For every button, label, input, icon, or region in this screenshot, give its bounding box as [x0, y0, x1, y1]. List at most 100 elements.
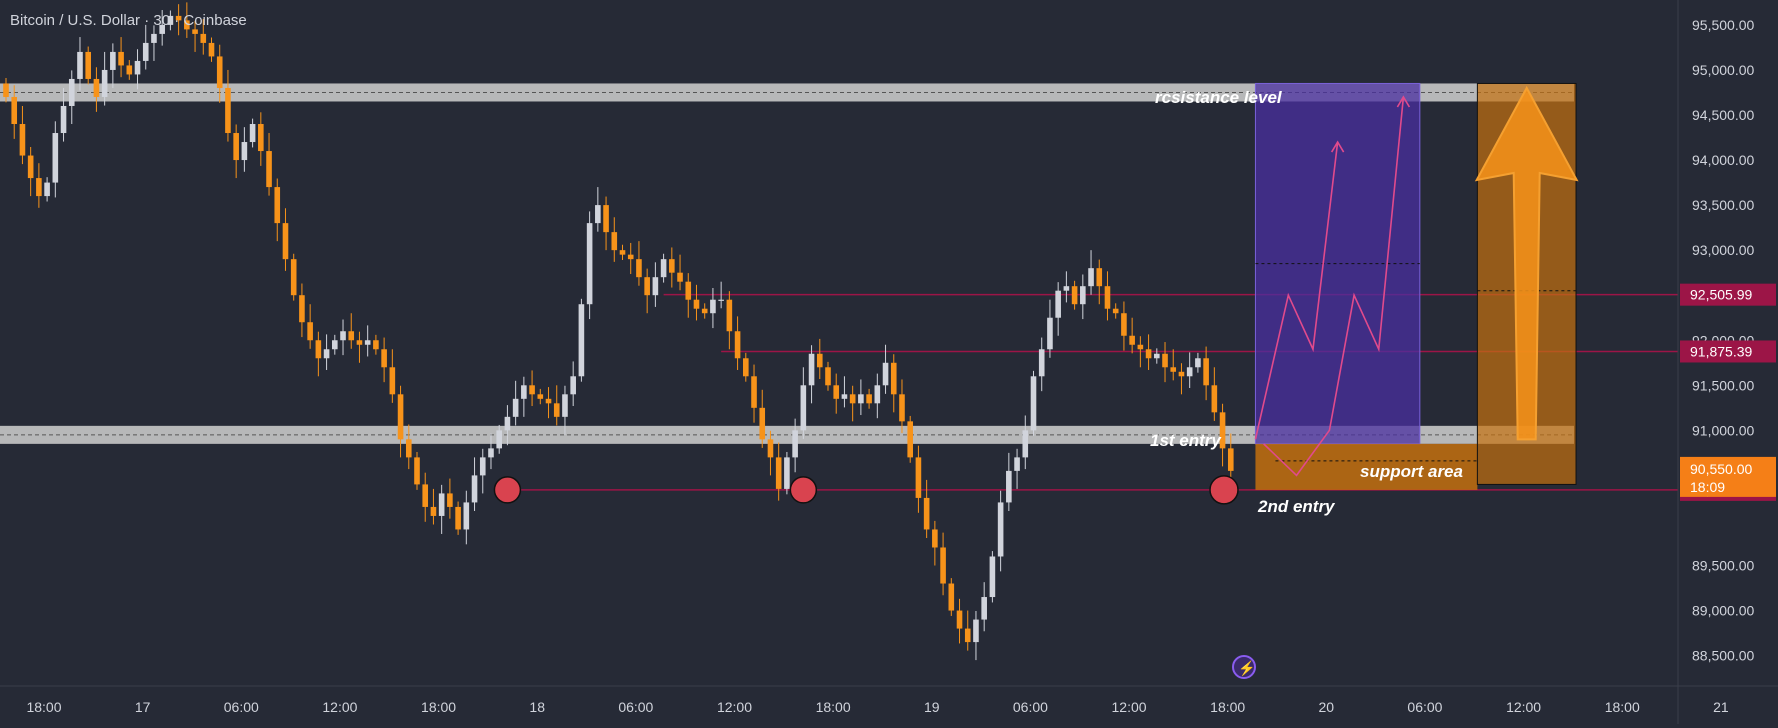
y-tick-label: 93,000.00	[1692, 242, 1754, 258]
x-tick-label: 18:00	[421, 699, 456, 715]
zigzag-path-2	[1263, 96, 1405, 477]
candle-body	[340, 331, 346, 341]
candle-body	[759, 407, 766, 440]
zigzag-arrowhead-2	[1396, 95, 1411, 108]
x-tick-label: 06:00	[1407, 699, 1442, 715]
candle-body	[282, 223, 289, 260]
candle-body	[808, 353, 815, 386]
candle-body	[1154, 353, 1160, 359]
price-tag-label: 92,505.99	[1690, 287, 1752, 303]
candle-body	[1055, 290, 1061, 318]
candle-body	[652, 277, 659, 296]
candle-body	[438, 493, 445, 516]
candle-body	[669, 259, 675, 273]
candle-body	[151, 33, 157, 43]
candle-body	[512, 398, 519, 417]
candle-body	[200, 33, 207, 43]
candle-body	[997, 502, 1004, 557]
candle-body	[734, 331, 741, 359]
candle-body	[332, 340, 338, 350]
support-area-label: support area	[1360, 462, 1463, 481]
candle-body	[1038, 349, 1045, 377]
current-price-tag	[1680, 456, 1776, 497]
x-tick-label: 19	[924, 699, 940, 715]
candle-body	[315, 340, 322, 359]
candle-body	[11, 96, 18, 125]
x-tick-label: 06:00	[1013, 699, 1048, 715]
candle-body	[208, 42, 215, 57]
candle-body	[1022, 430, 1029, 458]
candle-body	[348, 331, 355, 341]
candle-body	[447, 493, 453, 507]
entry-marker	[1209, 475, 1239, 505]
y-tick-label: 93,500.00	[1692, 197, 1754, 213]
candle-body	[841, 394, 848, 399]
candle-body	[233, 133, 239, 161]
candle-body	[93, 78, 100, 97]
candle-body	[636, 259, 642, 278]
candle-body	[915, 457, 922, 498]
x-tick-label: 17	[135, 699, 151, 715]
candle-body	[455, 506, 461, 530]
y-tick-label: 91,500.00	[1692, 377, 1754, 393]
candle-body	[299, 295, 305, 323]
candle-body	[397, 394, 404, 440]
candle-body	[743, 358, 749, 377]
candle-body	[389, 367, 396, 395]
y-tick-label: 94,000.00	[1692, 152, 1754, 168]
candle-body	[989, 556, 996, 598]
assistant-icon	[1232, 655, 1256, 679]
candle-body	[751, 376, 757, 408]
x-tick-label: 18:00	[1605, 699, 1640, 715]
x-tick-label: 21	[1713, 699, 1729, 715]
candle-body	[858, 394, 864, 404]
y-tick-label: 91,000.00	[1692, 422, 1754, 438]
candle-body	[866, 394, 872, 404]
candle-body	[323, 349, 330, 359]
candle-body	[603, 205, 609, 233]
candle-body	[907, 421, 913, 458]
candle-body	[134, 60, 141, 75]
candle-body	[167, 15, 174, 25]
price-tag-label: 91,875.39	[1690, 343, 1752, 359]
candle-body	[1178, 371, 1185, 377]
candle-body	[1121, 313, 1127, 336]
candle-body	[126, 65, 133, 75]
candle-body	[940, 547, 946, 584]
candle-body	[175, 15, 182, 21]
candle-body	[595, 205, 601, 224]
candle-body	[1071, 286, 1078, 305]
candle-body	[701, 308, 708, 314]
candle-body	[184, 20, 190, 30]
zigzag-path	[1254, 141, 1339, 440]
candle-body	[266, 151, 272, 188]
candle-body	[1088, 268, 1094, 287]
entry2-label: 2nd entry	[1257, 497, 1336, 516]
candle-body	[521, 385, 527, 399]
candle-body	[570, 376, 576, 395]
candle-body	[1096, 268, 1103, 287]
candle-body	[118, 51, 124, 66]
candle-body	[775, 457, 782, 489]
candle-body	[800, 385, 807, 431]
entry1-label: 1st entry	[1150, 431, 1222, 450]
candle-body	[660, 259, 667, 278]
candle-body	[562, 394, 568, 417]
candle-body	[216, 56, 223, 88]
candle-body	[488, 448, 494, 458]
candle-body	[44, 182, 50, 197]
candle-body	[1030, 376, 1037, 431]
candle-body	[159, 24, 165, 34]
x-tick-label: 18:00	[816, 699, 851, 715]
candle-body	[1162, 353, 1168, 368]
candle-body	[932, 529, 938, 548]
resistance-label: rcsistance level	[1155, 88, 1283, 107]
candle-body	[586, 223, 593, 305]
candle-body	[249, 124, 256, 143]
up-arrow	[1474, 85, 1579, 441]
candle-body	[1227, 448, 1234, 471]
candle-body	[381, 349, 387, 368]
candle-body	[833, 385, 840, 399]
